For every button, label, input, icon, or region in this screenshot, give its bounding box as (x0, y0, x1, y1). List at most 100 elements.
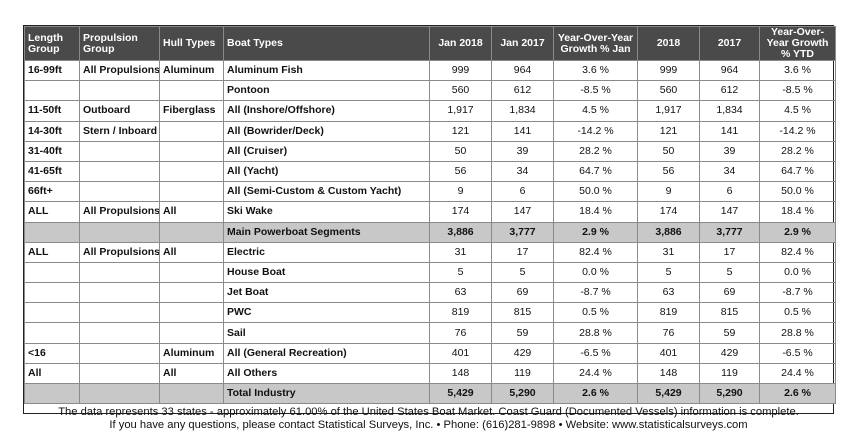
cell-jan2017: 5,290 (491, 382, 554, 405)
total-row: Main Powerboat Segments 3,886 3,777 2.9 % 3,… (24, 221, 836, 243)
cell-y2018: 819 (637, 302, 700, 324)
cell-jan2018: 174 (429, 201, 492, 223)
cell-y2018: 76 (637, 322, 700, 344)
cell-length (24, 80, 80, 102)
table-body: 16-99ft All Propulsions Aluminum Aluminum F… (24, 59, 836, 405)
table-row: <16 Aluminum All (General Recreation) 401 42… (24, 342, 836, 364)
cell-length: ALL (24, 241, 80, 263)
cell-boat: All (Bowrider/Deck) (223, 120, 430, 142)
cell-yoy-ytd: 18.4 % (759, 201, 836, 223)
cell-y2018: 50 (637, 140, 700, 162)
cell-yoy-jan: 0.5 % (553, 302, 638, 324)
table-row: Sail 76 59 28.8 % 76 59 28.8 % (24, 322, 836, 344)
cell-jan2017: 119 (491, 362, 554, 385)
cell-y2017: 612 (699, 80, 760, 102)
cell-jan2017: 1,834 (491, 100, 554, 122)
cell-yoy-ytd: 2.6 % (759, 382, 836, 405)
cell-yoy-ytd: 28.2 % (759, 140, 836, 162)
cell-length: 41-65ft (24, 160, 80, 183)
cell-yoy-jan: -6.5 % (553, 342, 638, 364)
cell-yoy-jan: 82.4 % (553, 241, 638, 263)
cell-propulsion (79, 282, 160, 304)
cell-hull (159, 282, 224, 304)
cell-jan2018: 121 (429, 120, 492, 142)
cell-hull: All (159, 362, 224, 385)
header-boat-types: Boat Types (223, 26, 430, 61)
cell-jan2017: 39 (491, 140, 554, 162)
cell-y2018: 5,429 (637, 382, 700, 405)
cell-length: 14-30ft (24, 120, 80, 142)
header-2017: 2017 (699, 26, 760, 61)
cell-length (24, 322, 80, 344)
table-row: All All All Others 148 119 24.4 % 148 119 24.4 % (24, 362, 836, 385)
cell-y2017: 6 (699, 181, 760, 203)
cell-jan2017: 3,777 (491, 221, 554, 243)
cell-hull: All (159, 201, 224, 223)
cell-yoy-ytd: -8.7 % (759, 282, 836, 304)
cell-jan2018: 63 (429, 282, 492, 304)
cell-length: 31-40ft (24, 140, 80, 162)
cell-y2017: 5,290 (699, 382, 760, 405)
cell-propulsion (79, 302, 160, 324)
cell-y2017: 39 (699, 140, 760, 162)
cell-hull (159, 322, 224, 344)
cell-propulsion (79, 140, 160, 162)
cell-y2018: 999 (637, 59, 700, 82)
header-propulsion-group: Propulsion Group (79, 26, 160, 61)
cell-hull: All (159, 241, 224, 263)
cell-propulsion (79, 181, 160, 203)
cell-jan2018: 560 (429, 80, 492, 102)
registration-table: Length Group Propulsion Group Hull Types… (24, 26, 836, 405)
header-hull-types: Hull Types (159, 26, 224, 61)
cell-length (24, 302, 80, 324)
cell-propulsion: All Propulsions (79, 201, 160, 223)
cell-yoy-ytd: 64.7 % (759, 160, 836, 183)
cell-boat: Electric (223, 241, 430, 263)
cell-yoy-jan: 28.2 % (553, 140, 638, 162)
cell-yoy-jan: -8.7 % (553, 282, 638, 304)
cell-y2017: 34 (699, 160, 760, 183)
cell-boat: House Boat (223, 261, 430, 284)
cell-yoy-jan: 64.7 % (553, 160, 638, 183)
cell-jan2017: 34 (491, 160, 554, 183)
cell-boat: All (Semi-Custom & Custom Yacht) (223, 181, 430, 203)
footer-contact-info: If you have any questions, please contac… (109, 419, 748, 432)
cell-jan2017: 6 (491, 181, 554, 203)
cell-length: 66ft+ (24, 181, 80, 203)
cell-hull (159, 120, 224, 142)
cell-propulsion: All Propulsions (79, 241, 160, 263)
cell-length (24, 261, 80, 284)
cell-jan2017: 429 (491, 342, 554, 364)
table-row: 41-65ft All (Yacht) 56 34 64.7 % 56 34 64.7 % (24, 160, 836, 183)
table-row: 31-40ft All (Cruiser) 50 39 28.2 % 50 39 28.2 % (24, 140, 836, 162)
cell-jan2018: 1,917 (429, 100, 492, 122)
cell-hull (159, 382, 224, 405)
cell-boat: Ski Wake (223, 201, 430, 223)
cell-yoy-jan: 2.6 % (553, 382, 638, 405)
cell-jan2018: 148 (429, 362, 492, 385)
cell-y2017: 1,834 (699, 100, 760, 122)
cell-yoy-ytd: 28.8 % (759, 322, 836, 344)
cell-length: 16-99ft (24, 59, 80, 82)
cell-y2018: 63 (637, 282, 700, 304)
cell-propulsion (79, 362, 160, 385)
cell-propulsion (79, 342, 160, 364)
cell-length (24, 282, 80, 304)
footer-coverage-note: The data represents 33 states - approxim… (58, 406, 799, 419)
header-length-group: Length Group (24, 26, 80, 61)
cell-hull (159, 80, 224, 102)
cell-hull: Aluminum (159, 342, 224, 364)
cell-y2017: 964 (699, 59, 760, 82)
cell-boat: PWC (223, 302, 430, 324)
table-row: 14-30ft Stern / Inboard All (Bowrider/Deck… (24, 120, 836, 142)
cell-yoy-ytd: 2.9 % (759, 221, 836, 243)
table-row: ALL All Propulsions All Ski Wake 174 147 18.4 … (24, 201, 836, 223)
table-row: Pontoon 560 612 -8.5 % 560 612 -8.5 % (24, 80, 836, 102)
cell-boat: Total Industry (223, 382, 430, 405)
cell-y2018: 174 (637, 201, 700, 223)
header-yoy-jan: Year-Over-Year Growth % Jan (553, 26, 638, 61)
cell-jan2018: 5 (429, 261, 492, 284)
cell-y2018: 3,886 (637, 221, 700, 243)
cell-boat: Sail (223, 322, 430, 344)
cell-yoy-ytd: 50.0 % (759, 181, 836, 203)
